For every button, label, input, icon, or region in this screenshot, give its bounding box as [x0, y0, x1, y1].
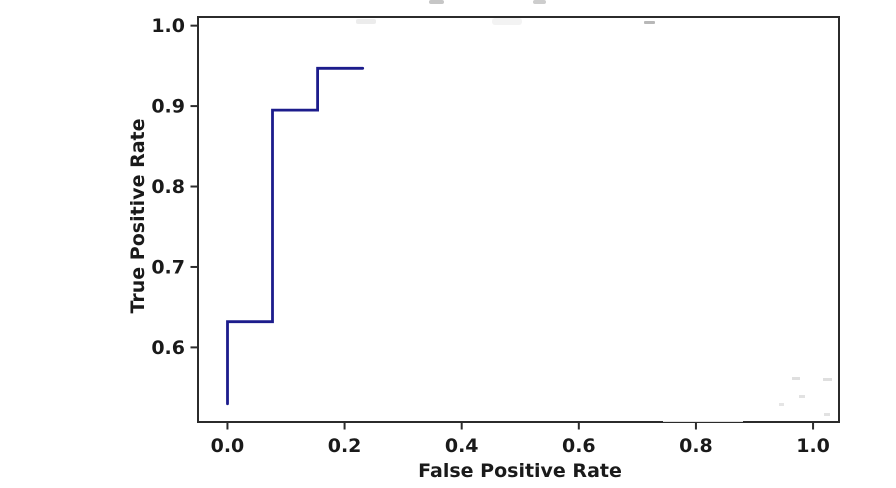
x-axis-label: False Positive Rate [418, 460, 622, 482]
plot-spines-box [197, 16, 840, 423]
x-tick-label: 0.0 [211, 435, 245, 457]
plot-generated-content: 0.0 0.2 0.4 0.6 0.8 1.0 1.0 0.9 0.8 0.7 0.6 [151, 15, 830, 457]
y-tick-label: 0.8 [151, 176, 185, 198]
x-tick-label: 1.0 [796, 435, 830, 457]
x-tick-label: 0.8 [679, 435, 713, 457]
y-tick-label: 0.9 [151, 96, 185, 118]
y-tick-label: 1.0 [151, 15, 185, 37]
x-tick-label: 0.4 [445, 435, 479, 457]
roc-curve-line [226, 66, 365, 406]
y-axis-label: True Positive Rate [127, 119, 149, 314]
y-tick-label: 0.6 [151, 337, 185, 359]
y-tick-label: 0.7 [151, 256, 185, 278]
x-tick-label: 0.2 [328, 435, 362, 457]
x-tick-label: 0.6 [562, 435, 596, 457]
